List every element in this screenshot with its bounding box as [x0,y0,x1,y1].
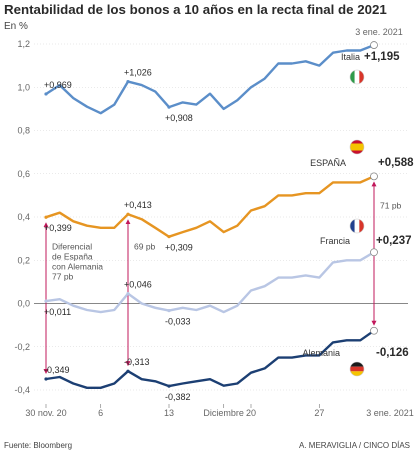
annotated-point [167,309,171,313]
series-name-label: ESPAÑA [310,158,346,168]
annotated-point [167,235,171,239]
y-tick-label: -0,4 [14,385,30,395]
annotated-point [126,80,130,84]
unit-label: En % [4,21,28,32]
italy-flag-icon [349,69,365,85]
credit-note: A. MERAVIGLIA / CINCO DÍAS [299,441,410,450]
point-value-label: -0,382 [165,392,191,402]
series-line-alemania [45,329,375,389]
annotated-point [44,92,48,96]
annotated-point [126,291,130,296]
point-value-label: +1,026 [124,68,152,78]
spread-label: con Alemania [52,261,103,271]
x-tick-label: 13 [164,408,174,418]
point-value-label: -0,033 [165,317,191,327]
germany-flag-icon [349,361,365,377]
point-value-label: +0,908 [165,113,193,123]
source-note: Fuente: Bloomberg [4,441,73,450]
x-tick-label: 30 nov. 20 [25,408,66,418]
x-tick-label: Diciembre [203,408,244,418]
series-last-value: +0,237 [376,235,412,247]
spain-flag-icon [349,139,365,155]
point-value-label: +0,011 [44,307,71,317]
x-tick-label: 6 [98,408,103,418]
point-value-label: +0,046 [124,280,152,290]
x-tick-label: 20 [246,408,256,418]
series-line-francia [45,251,375,314]
point-value-label: +0,413 [124,200,152,210]
annotated-point [167,384,171,388]
point-value-label: +0,399 [44,223,72,233]
series-name-label: Francia [320,236,350,246]
series-last-value: -0,126 [376,347,409,359]
x-tick-label: 27 [314,408,324,418]
spread-label: de España [52,251,93,261]
spread-label: 69 pb [134,241,156,251]
annotated-point [44,377,48,381]
series-end-point [370,172,378,181]
annotated-point [44,299,48,303]
y-tick-label: 0,8 [17,126,30,136]
point-value-label: +0,969 [44,80,72,90]
series-line-españa [45,175,375,238]
series-end-point [370,326,378,335]
y-tick-label: 0,0 [17,299,30,309]
chart-title: Rentabilidad de los bonos a 10 años en l… [4,2,387,17]
annotated-point [126,369,130,373]
end-date-label: 3 ene. 2021 [366,408,414,418]
y-tick-label: -0,2 [14,342,30,352]
series-last-value: +0,588 [378,157,414,169]
series-line-italia [45,43,375,115]
france-flag-icon [349,218,365,234]
annotated-point [126,212,130,216]
series-end-point [370,248,378,257]
point-value-label: -0,313 [124,357,150,367]
point-value-label: +0,309 [165,243,193,253]
annotated-point [44,215,48,219]
y-tick-label: 0,4 [17,212,30,222]
series-end-point [370,41,378,49]
spread-label: 77 pb [52,271,74,281]
series-name-label: Italia [341,52,360,62]
start-date-label: 3 ene. 2021 [355,27,403,37]
annotated-point [167,105,171,109]
spread-label: 71 pb [380,200,402,210]
y-tick-label: 0,6 [17,169,30,179]
y-tick-label: 1,2 [17,39,30,49]
y-tick-label: 0,2 [17,255,30,265]
spread-label: Diferencial [52,241,92,251]
series-last-value: +1,195 [364,51,400,63]
point-value-label: -0,349 [44,365,70,375]
series-name-label: Alemania [302,348,340,358]
y-tick-label: 1,0 [17,82,30,92]
